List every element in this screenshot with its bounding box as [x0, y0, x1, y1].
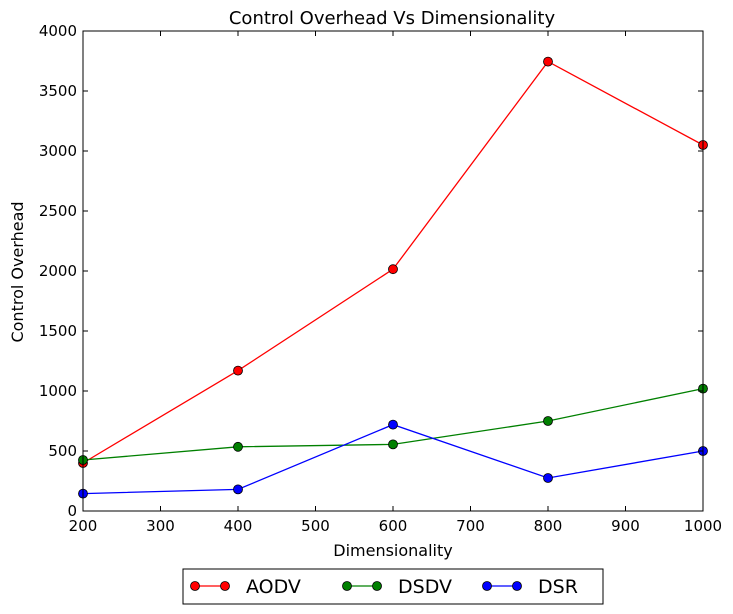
data-point-dsr — [388, 419, 398, 430]
y-axis-ticks: 0 500 1000 1500 2000 2500 3000 3500 4000 — [39, 22, 703, 520]
y-tick-label: 1000 — [39, 382, 77, 400]
legend-label-dsdv: DSDV — [398, 576, 452, 598]
x-axis-label: Dimensionality — [333, 541, 452, 560]
data-point-aodv — [233, 365, 243, 376]
y-tick-label: 1500 — [39, 322, 77, 340]
y-axis-label: Control Overhead — [8, 201, 27, 342]
plot-series — [78, 56, 708, 499]
chart-title: Control Overhead Vs Dimensionality — [229, 8, 556, 29]
data-point-dsdv — [233, 441, 243, 452]
y-tick-label: 4000 — [39, 22, 77, 40]
legend-label-dsr: DSR — [538, 576, 578, 598]
x-tick-label: 700 — [456, 517, 485, 535]
y-tick-label: 3000 — [39, 142, 77, 160]
data-point-dsr — [233, 484, 243, 495]
y-tick-label: 2500 — [39, 202, 77, 220]
series-line-aodv — [82, 60, 704, 464]
legend-entry-dsr: DSR — [482, 576, 578, 598]
x-tick-label: 800 — [534, 517, 563, 535]
legend-marker-dsr — [482, 581, 492, 591]
y-tick-label: 3500 — [39, 82, 77, 100]
legend-marker-dsdv — [342, 581, 352, 591]
x-tick-label: 300 — [146, 517, 175, 535]
x-tick-label: 1000 — [684, 517, 722, 535]
legend-frame — [182, 568, 604, 605]
x-axis-ticks: 200 300 400 500 600 700 800 900 1000 — [69, 31, 722, 535]
legend-marker-dsdv — [372, 581, 382, 591]
data-point-dsdv — [388, 439, 398, 450]
series-line-dsr — [82, 423, 704, 495]
legend-marker-dsr — [512, 581, 522, 591]
legend-marker-aodv — [190, 581, 200, 591]
y-tick-label: 0 — [67, 502, 77, 520]
legend-label-aodv: AODV — [246, 576, 301, 598]
y-tick-label: 2000 — [39, 262, 77, 280]
x-tick-label: 400 — [224, 517, 253, 535]
legend-entry-dsdv: DSDV — [342, 576, 452, 598]
x-tick-label: 900 — [611, 517, 640, 535]
legend: AODV DSDV DSR — [182, 568, 604, 605]
legend-marker-aodv — [220, 581, 230, 591]
y-tick-label: 500 — [48, 442, 77, 460]
data-point-dsdv — [543, 416, 553, 426]
legend-entry-aodv: AODV — [190, 576, 301, 598]
data-point-dsr — [543, 473, 553, 483]
x-tick-label: 500 — [301, 517, 330, 535]
x-tick-label: 600 — [379, 517, 408, 535]
x-tick-label: 200 — [69, 517, 98, 535]
data-point-aodv — [388, 264, 398, 275]
data-point-aodv — [543, 56, 553, 67]
